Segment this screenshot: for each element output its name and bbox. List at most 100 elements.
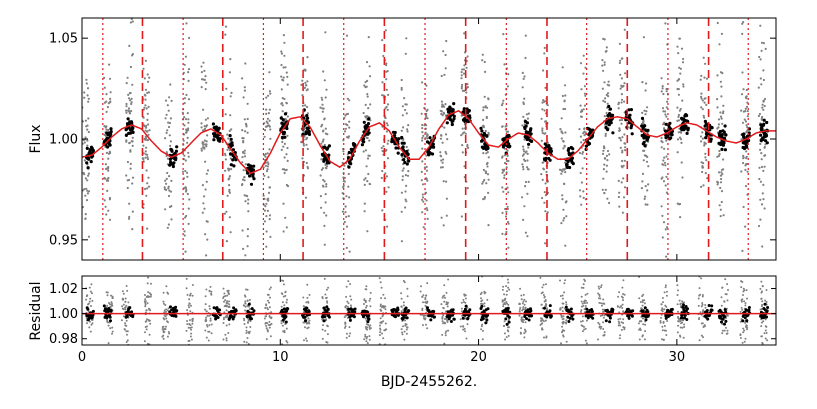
raw-flux-point [186,175,189,178]
raw-flux-point [147,105,150,108]
raw-residual-point [764,337,767,340]
raw-residual-point [185,277,188,280]
raw-flux-point [366,136,369,140]
binned-flux-point [685,113,689,118]
raw-residual-point [620,321,623,324]
raw-flux-point [503,176,506,179]
raw-residual-point [638,297,641,300]
binned-residual-point [548,304,552,308]
raw-flux-point [164,137,167,140]
raw-flux-point [704,172,707,175]
binned-residual-point [527,318,531,322]
raw-residual-point [721,332,724,335]
binned-flux-point [709,137,713,141]
raw-flux-point [164,208,167,211]
raw-flux-point [581,167,584,170]
raw-residual-point [384,308,387,311]
raw-residual-point [598,326,601,329]
binned-residual-point [432,310,436,314]
raw-residual-point [618,337,621,340]
raw-flux-point [323,224,326,227]
raw-residual-point [285,340,288,342]
raw-residual-point [149,295,152,298]
raw-flux-point [387,139,390,142]
binned-flux-point [91,149,95,153]
raw-residual-point [226,300,229,303]
raw-flux-point [400,129,403,132]
raw-flux-point [425,154,428,157]
raw-flux-point [368,139,371,142]
binned-flux-point [630,132,634,136]
raw-residual-point [543,336,545,339]
binned-flux-point [170,149,174,153]
raw-flux-point [622,84,625,88]
raw-flux-point [704,97,707,100]
raw-flux-point [262,166,265,169]
raw-flux-point [578,189,582,192]
binned-flux-point [566,160,570,164]
raw-residual-point [302,305,305,308]
raw-flux-point [265,96,268,99]
raw-residual-point [602,310,605,313]
raw-flux-point [442,112,445,115]
raw-residual-point [244,300,247,303]
raw-flux-point [106,105,109,109]
binned-flux-point [430,152,435,156]
raw-flux-point [507,73,510,76]
raw-flux-point [385,148,388,152]
raw-flux-point [130,303,132,305]
raw-residual-point [382,337,385,340]
raw-flux-point [700,92,703,95]
binned-flux-point [218,137,222,141]
raw-residual-point [698,294,701,297]
raw-flux-point [204,188,207,191]
x-axis-label: BJD-2455262. [381,374,477,390]
raw-residual-point [164,304,167,306]
raw-flux-point [323,180,326,183]
binned-flux-point [685,131,689,135]
raw-residual-point [325,288,328,291]
raw-residual-point [602,334,605,337]
binned-flux-point [684,124,688,128]
raw-flux-point [108,150,111,153]
raw-flux-point [266,165,269,168]
raw-residual-point [440,303,443,306]
raw-flux-point [146,138,150,142]
raw-flux-point [269,235,272,238]
raw-residual-point [148,333,151,336]
raw-residual-point [600,325,603,328]
raw-flux-point [604,132,607,135]
raw-residual-point [481,338,484,341]
raw-residual-point [583,308,586,311]
raw-flux-point [224,33,227,36]
raw-flux-point [306,136,309,139]
raw-flux-point [665,90,668,93]
raw-residual-point [344,325,347,328]
raw-flux-point [484,70,487,73]
raw-flux-point [501,232,504,235]
raw-flux-point [126,186,129,190]
raw-flux-point [165,131,168,134]
raw-residual-point [188,353,190,355]
binned-residual-point [670,307,674,311]
binned-flux-point [171,164,175,169]
raw-residual-point [401,333,404,336]
binned-residual-point [530,314,534,318]
raw-flux-point [719,215,722,218]
raw-residual-point [760,297,763,300]
raw-residual-point [324,329,327,332]
binned-residual-point [232,315,236,319]
binned-residual-point [683,313,687,317]
raw-flux-point [282,145,285,148]
raw-residual-point [244,309,247,312]
raw-flux-point [540,117,543,120]
raw-flux-point [483,95,486,98]
raw-residual-point [281,324,284,327]
raw-flux-point [125,140,128,143]
raw-residual-point [542,294,545,296]
raw-flux-point [664,228,667,231]
raw-flux-point [624,149,627,152]
raw-flux-point [146,158,150,161]
binned-residual-point [86,307,90,311]
binned-flux-point [323,145,327,149]
